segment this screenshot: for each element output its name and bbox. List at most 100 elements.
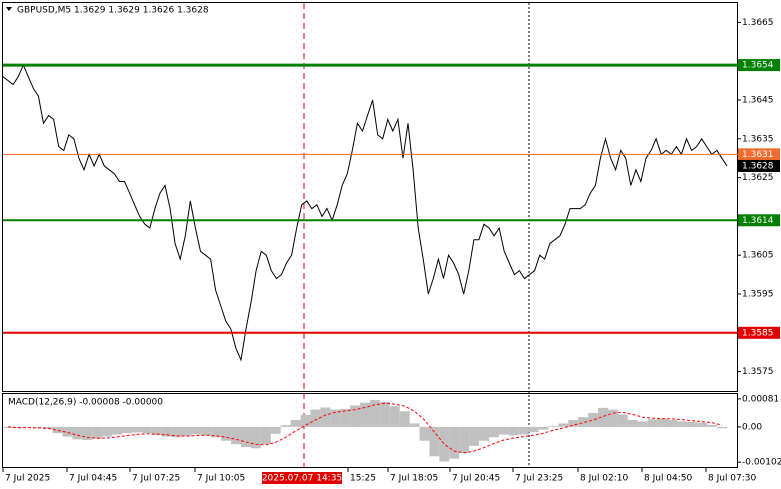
histogram-bar	[280, 425, 291, 427]
histogram-bar	[637, 421, 648, 427]
histogram-bar	[399, 411, 410, 427]
x-tick-label: 7 Jul 23:25	[515, 474, 563, 484]
histogram-bar	[548, 426, 559, 427]
histogram-bar	[350, 405, 361, 427]
x-tick-label: 7 Jul 2025	[5, 474, 50, 484]
histogram-bar	[221, 426, 232, 441]
histogram-bar	[449, 426, 460, 459]
histogram-bar	[568, 419, 579, 427]
level-label-box	[738, 326, 780, 339]
histogram-bar	[250, 426, 261, 449]
histogram-bar	[657, 418, 668, 427]
histogram-bar	[687, 422, 698, 427]
histogram-bar	[607, 409, 618, 427]
histogram-bar	[82, 426, 93, 441]
histogram-bar	[369, 399, 380, 427]
level-label: 1.3585	[742, 328, 774, 338]
histogram-bar	[578, 417, 589, 427]
y-tick-label: 0.00081	[742, 394, 779, 404]
histogram-bar	[310, 409, 321, 427]
histogram-bar	[558, 423, 569, 427]
level-label-box	[738, 59, 780, 72]
signal-line	[7, 402, 723, 454]
histogram-bar	[707, 424, 718, 427]
histogram-bar	[102, 426, 113, 437]
level-label: 1.3631	[742, 150, 774, 160]
level-label-box	[738, 214, 780, 227]
histogram-bar	[32, 426, 43, 428]
histogram-bar	[231, 426, 242, 445]
histogram-bar	[141, 426, 152, 434]
histogram-bar	[131, 426, 142, 433]
collapse-icon	[6, 7, 12, 11]
x-tick-label: 15:25	[350, 474, 376, 484]
y-tick-label: -0.00102	[742, 458, 781, 468]
histogram-bar	[479, 426, 489, 441]
histogram-bar	[598, 407, 608, 427]
histogram-bar	[191, 426, 202, 435]
x-tick-label: 7 Jul 20:45	[452, 474, 500, 484]
x-tick-label: 7 Jul 18:05	[390, 474, 438, 484]
histogram-bar	[379, 401, 390, 427]
histogram-bar	[211, 426, 222, 438]
histogram-bar	[469, 426, 480, 446]
price-line	[2, 63, 728, 362]
histogram-bar	[52, 426, 63, 434]
histogram-bar	[300, 414, 311, 427]
histogram-bar	[122, 426, 132, 434]
histogram-bar	[459, 426, 470, 453]
histogram-bar	[320, 407, 331, 427]
histogram-bar	[677, 421, 688, 427]
y-tick-label: 1.3635	[742, 134, 774, 144]
histogram-bar	[201, 426, 212, 436]
histogram-bar	[241, 426, 251, 447]
histogram-bar	[260, 426, 271, 445]
histogram-bar	[389, 406, 400, 427]
histogram-bar	[647, 419, 658, 427]
level-label: 1.3654	[742, 61, 774, 71]
current-price-box	[738, 159, 780, 172]
histogram-bar	[42, 426, 53, 429]
histogram-bar	[72, 426, 83, 440]
histogram-bar	[429, 426, 440, 457]
y-tick-label: 1.3625	[742, 173, 774, 183]
macd-title: MACD(12,26,9) -0.00008 -0.00000	[8, 398, 163, 408]
histogram-bar	[112, 426, 123, 435]
histogram-bar	[518, 426, 529, 435]
x-tick-label: 8 Jul 07:30	[708, 474, 757, 484]
histogram-bar	[508, 426, 519, 436]
x-tick-label: 7 Jul 04:45	[69, 474, 117, 484]
histogram-bar	[528, 426, 539, 433]
histogram-bar	[717, 426, 727, 429]
y-tick-label: 0.00	[742, 422, 762, 432]
histogram-bar	[290, 419, 301, 427]
y-tick-label: 1.3595	[742, 290, 774, 300]
histogram-bar	[340, 408, 351, 427]
current-price-label: 1.3628	[742, 161, 774, 171]
histogram-bar	[92, 426, 103, 439]
main-pane-border	[2, 2, 738, 392]
x-tick-label: 7 Jul 10:05	[197, 474, 245, 484]
crosshair-label: 2025.07.07 14:35	[262, 474, 342, 484]
histogram-bar	[3, 426, 13, 428]
y-tick-label: 1.3605	[742, 251, 774, 261]
histogram-bar	[538, 426, 549, 430]
histogram-bar	[488, 426, 499, 438]
histogram-bar	[360, 402, 370, 427]
histogram-bar	[270, 426, 281, 434]
histogram-bar	[12, 426, 23, 429]
histogram-bar	[151, 426, 162, 436]
histogram-bar	[627, 419, 638, 427]
histogram-bar	[181, 426, 192, 436]
macd-pane-border	[2, 393, 738, 468]
histogram-bar	[588, 413, 599, 427]
x-tick-label: 8 Jul 02:10	[580, 474, 629, 484]
crosshair-label-box	[262, 472, 342, 484]
y-tick-label: 1.3665	[742, 18, 774, 28]
histogram-bar	[439, 426, 450, 462]
histogram-bar	[419, 426, 430, 441]
histogram-bar	[62, 426, 73, 437]
level-label: 1.3614	[742, 216, 774, 226]
